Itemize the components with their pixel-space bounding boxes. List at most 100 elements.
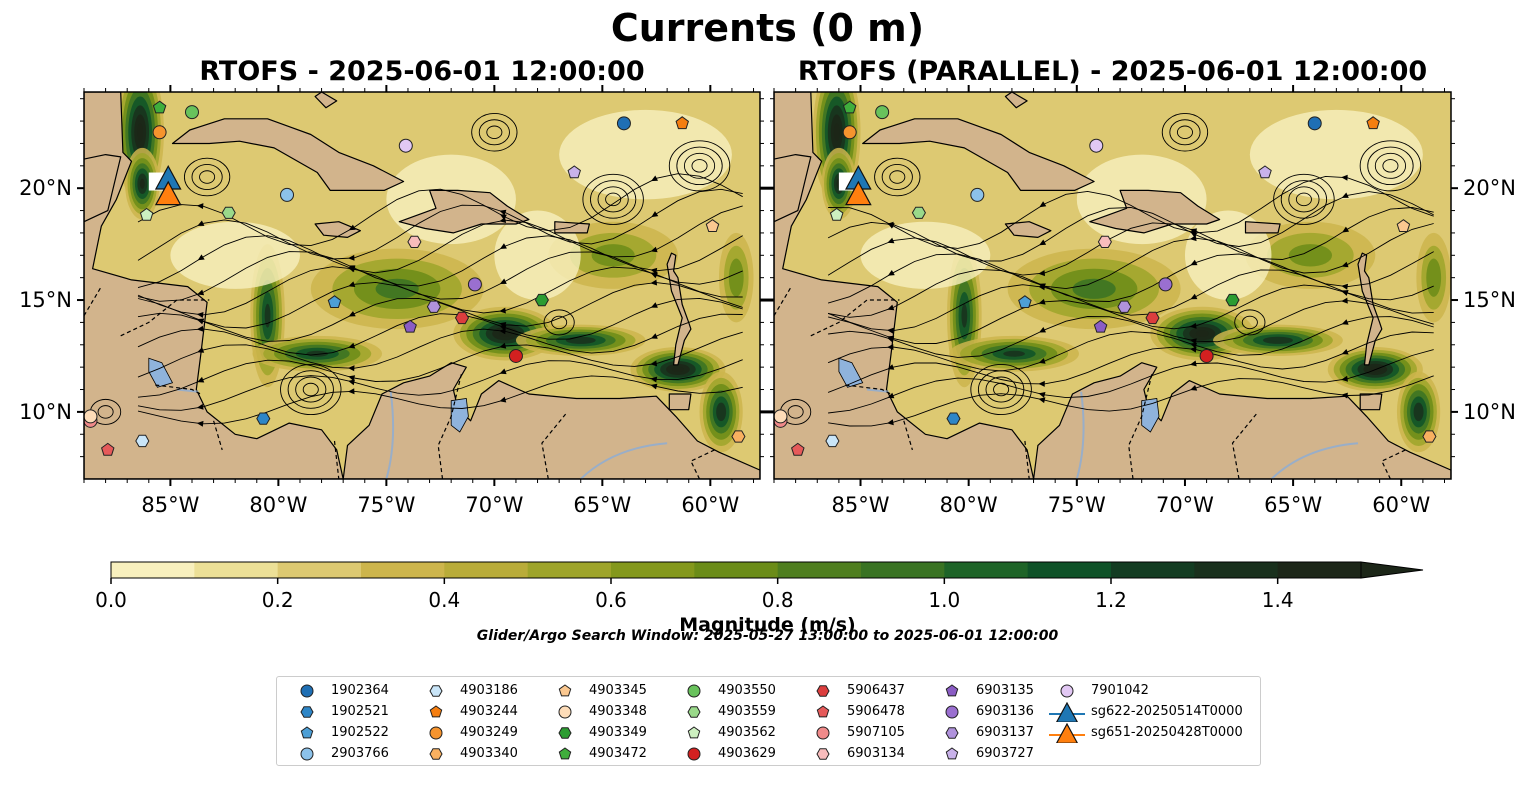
colorbar-label: Magnitude (m/s) bbox=[679, 614, 856, 636]
float-6903727 bbox=[1258, 165, 1272, 179]
legend-marker bbox=[816, 726, 830, 740]
legend-marker-float bbox=[945, 684, 959, 697]
legend-marker bbox=[1060, 684, 1074, 698]
panel-title-rtofs: RTOFS - 2025-06-01 12:00:00 bbox=[199, 56, 645, 87]
float-5906478 bbox=[791, 442, 805, 456]
legend-label: 6903727 bbox=[976, 746, 1034, 761]
legend-label: 5906437 bbox=[847, 683, 905, 698]
legend-marker bbox=[945, 747, 959, 760]
legend-marker-float bbox=[816, 748, 830, 760]
map-frame bbox=[773, 91, 1452, 480]
legend-marker bbox=[558, 684, 572, 697]
legend-label: 4903472 bbox=[589, 746, 647, 761]
float-4903244 bbox=[1366, 116, 1380, 130]
legend-marker bbox=[816, 705, 830, 718]
colorbar-segment bbox=[1194, 562, 1279, 578]
legend-label: 6903135 bbox=[976, 683, 1034, 698]
colorbar-segment bbox=[1027, 562, 1112, 578]
legend-marker bbox=[1049, 702, 1085, 722]
colorbar-segment bbox=[277, 562, 362, 578]
colorbar-tick-label: 0.0 bbox=[95, 588, 127, 612]
float-6903135 bbox=[1093, 319, 1108, 333]
legend-marker bbox=[300, 706, 314, 718]
colorbar-segment bbox=[777, 562, 862, 578]
colorbar-tick-label: 0.6 bbox=[595, 588, 627, 612]
legend-marker bbox=[300, 684, 314, 698]
float-4903472 bbox=[152, 100, 167, 114]
lat-tick-label: 20°N bbox=[1463, 176, 1516, 200]
glider-sg651-20250428T0000 bbox=[844, 180, 872, 206]
legend-label: 4903249 bbox=[460, 725, 518, 740]
lon-tick-label: 60°W bbox=[1372, 493, 1430, 517]
legend-marker-float bbox=[558, 684, 572, 697]
lon-tick-label: 75°W bbox=[1048, 493, 1106, 517]
legend-marker bbox=[945, 705, 959, 719]
float-4903186 bbox=[135, 434, 150, 448]
colorbar-segment bbox=[1111, 562, 1195, 578]
legend-marker-float bbox=[816, 726, 830, 740]
legend-marker-float bbox=[300, 684, 314, 698]
legend-marker bbox=[816, 685, 830, 697]
legend-label: 2903766 bbox=[331, 746, 389, 761]
legend-label: 6903137 bbox=[976, 725, 1034, 740]
float-4903559 bbox=[221, 206, 236, 219]
colorbar-segment bbox=[861, 562, 945, 578]
float-6903135 bbox=[403, 319, 417, 333]
float-4903186 bbox=[825, 434, 840, 448]
colorbar: 0.0 0.2 0.4 0.6 0.8 1.0 1.2 1.4 bbox=[95, 561, 1424, 612]
legend-label: 5907105 bbox=[847, 725, 905, 740]
legend-label: sg651-20250428T0000 bbox=[1091, 725, 1243, 740]
legend-label: 4903340 bbox=[460, 746, 518, 761]
float-4903562 bbox=[829, 207, 844, 221]
lon-tick-label: 75°W bbox=[357, 493, 415, 517]
float-7901042 bbox=[398, 138, 413, 153]
legend-marker-float bbox=[816, 685, 830, 697]
legend-marker-glider bbox=[1056, 723, 1078, 743]
float-4903348 bbox=[84, 409, 98, 424]
legend-label: 4903550 bbox=[718, 683, 776, 698]
float-1902364 bbox=[1307, 116, 1322, 131]
lon-tick-label: 65°W bbox=[1264, 493, 1322, 517]
legend-marker-float bbox=[1060, 684, 1074, 698]
lon-tick-label: 85°W bbox=[832, 493, 890, 517]
float-2903766 bbox=[970, 187, 985, 202]
legend-marker bbox=[945, 727, 959, 739]
colorbar-segment bbox=[527, 562, 612, 578]
figure-title: Currents (0 m) bbox=[610, 6, 925, 50]
colorbar-segment bbox=[361, 562, 445, 578]
colorbar-extend-arrow bbox=[1360, 561, 1424, 579]
float-5906437 bbox=[1145, 311, 1160, 325]
float-4903559 bbox=[911, 206, 926, 219]
legend-label: 4903349 bbox=[589, 725, 647, 740]
legend-marker-float bbox=[300, 726, 314, 739]
lat-tick-label: 20°N bbox=[19, 176, 72, 200]
legend-marker-float bbox=[687, 726, 701, 739]
lon-tick-label: 80°W bbox=[940, 493, 998, 517]
float-4903345 bbox=[1396, 219, 1411, 232]
legend-label: 1902521 bbox=[331, 704, 389, 719]
float-1902522 bbox=[327, 295, 342, 308]
legend-label: 4903186 bbox=[460, 683, 518, 698]
legend-marker-float bbox=[429, 685, 443, 697]
legend-marker-float bbox=[687, 706, 701, 718]
colorbar-segment bbox=[111, 562, 195, 578]
float-4903249 bbox=[842, 125, 857, 140]
legend-marker-float bbox=[945, 705, 959, 719]
colorbar-tick-label: 1.2 bbox=[1095, 588, 1127, 612]
legend-label: 7901042 bbox=[1091, 683, 1149, 698]
lon-tick-label: 80°W bbox=[249, 493, 307, 517]
lon-tick-label: 85°W bbox=[141, 493, 199, 517]
float-4903244 bbox=[675, 116, 689, 130]
float-6903134 bbox=[1097, 235, 1112, 248]
panel-title-rtofs-parallel: RTOFS (PARALLEL) - 2025-06-01 12:00:00 bbox=[797, 56, 1428, 87]
legend-label: 4903345 bbox=[589, 683, 647, 698]
legend-label: 4903348 bbox=[589, 704, 647, 719]
legend-marker bbox=[558, 747, 572, 760]
legend-marker bbox=[1049, 723, 1085, 743]
legend-marker bbox=[945, 684, 959, 697]
colorbar-tick-label: 1.4 bbox=[1262, 588, 1294, 612]
colorbar-segment bbox=[1277, 562, 1362, 578]
float-4903340 bbox=[1422, 430, 1437, 443]
lon-tick-label: 70°W bbox=[465, 493, 523, 517]
